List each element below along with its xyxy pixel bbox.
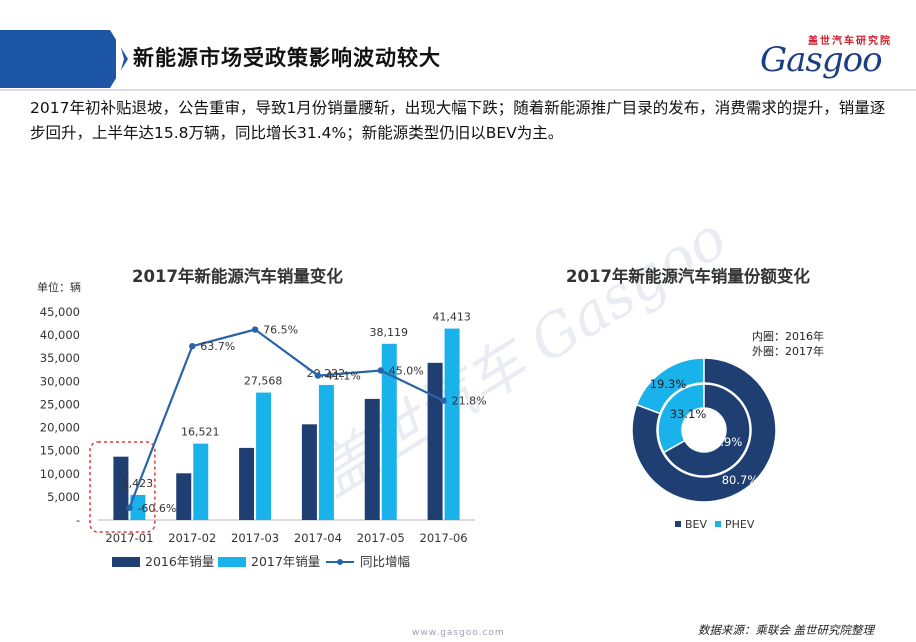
legend-label-2016: 2016年销量 [145, 554, 214, 569]
bar-value-label: 27,568 [244, 375, 283, 388]
banner-chevron [116, 30, 124, 88]
legend-label-bev: BEV [685, 518, 707, 531]
y-tick-label: 20,000 [40, 421, 80, 435]
y-tick-label: - [76, 513, 80, 527]
growth-point [440, 397, 447, 404]
legend-label-2017: 2017年销量 [251, 554, 320, 569]
y-tick-label: 40,000 [40, 328, 80, 342]
growth-label: -60.6% [137, 502, 176, 515]
growth-label: 63.7% [200, 340, 235, 353]
x-tick-label: 2017-04 [294, 531, 342, 545]
header-divider [0, 89, 916, 91]
y-tick-label: 10,000 [40, 467, 80, 481]
ring-legend: 外圈：2017年 [752, 344, 824, 358]
y-tick-label: 25,000 [40, 397, 80, 411]
legend-marker-growth [337, 559, 343, 565]
growth-point [314, 372, 322, 379]
growth-label: 76.5% [263, 324, 298, 337]
donut-label-outer: 80.7% [722, 473, 759, 487]
page-title: 新能源市场受政策影响波动较大 [133, 46, 441, 70]
growth-label: 21.8% [452, 395, 487, 408]
x-tick-label: 2017-02 [168, 531, 216, 545]
donut-chart-title: 2017年新能源汽车销量份额变化 [566, 267, 810, 286]
bar-2016 [239, 447, 255, 520]
donut-label-inner: 66.9% [706, 435, 743, 449]
bar-2017 [444, 328, 460, 520]
growth-point [126, 504, 133, 511]
bar-2017 [193, 443, 209, 520]
bar-value-label: 16,521 [181, 426, 220, 439]
legend-label-growth: 同比增幅 [360, 554, 410, 569]
y-tick-label: 45,000 [40, 305, 80, 319]
x-tick-label: 2017-06 [420, 531, 468, 545]
y-tick-label: 30,000 [40, 374, 80, 388]
x-tick-label: 2017-01 [105, 531, 153, 545]
donut-label-outer: 19.3% [650, 377, 687, 391]
legend-label-phev: PHEV [725, 518, 755, 531]
bar-value-label: 38,119 [370, 326, 409, 339]
y-tick-label: 35,000 [40, 351, 80, 365]
unit-label: 单位：辆 [37, 281, 81, 294]
intro-paragraph: 2017年初补贴退坡，公告重审，导致1月份销量腰斩，出现大幅下跌；随着新能源推广… [30, 99, 886, 142]
x-tick-label: 2017-03 [231, 531, 279, 545]
growth-label: 41.1% [326, 370, 361, 383]
donut-slice-inner [657, 383, 705, 454]
growth-label: 45.0% [389, 365, 424, 378]
highlight-box [89, 441, 156, 533]
bar-2017 [130, 494, 146, 520]
legend-swatch-2016 [112, 557, 140, 567]
bar-value-label: 41,413 [432, 311, 471, 324]
legend-swatch-phev [715, 521, 721, 527]
footer-url: www.gasgoo.com [412, 628, 505, 638]
growth-point [189, 342, 196, 350]
bar-2017 [256, 392, 272, 520]
bar-value-label: 5,423 [122, 477, 154, 490]
header-banner [0, 30, 110, 88]
bar-2016 [113, 456, 129, 520]
bar-2017 [381, 343, 397, 520]
bar-2016 [176, 473, 192, 520]
x-tick-label: 2017-05 [357, 531, 405, 545]
donut-slice-outer [631, 357, 777, 503]
bar-chart-title: 2017年新能源汽车销量变化 [132, 267, 343, 286]
legend-swatch-bev [675, 521, 681, 527]
y-tick-label: 15,000 [40, 444, 80, 458]
bar-2016 [427, 362, 443, 520]
logo-subtitle: 盖世汽车研究院 [808, 36, 892, 47]
gasgoo-logo: Gasgoo [760, 40, 883, 80]
donut-label-inner: 33.1% [670, 407, 707, 421]
growth-point [251, 326, 259, 333]
ring-legend: 内圈：2016年 [752, 329, 824, 343]
growth-point [377, 367, 384, 374]
data-source: 数据来源：乘联会 盖世研究院整理 [697, 623, 874, 637]
donut-slice-inner [662, 383, 751, 477]
y-tick-label: 5,000 [47, 490, 80, 504]
bar-2016 [301, 424, 317, 520]
bar-2017 [318, 384, 334, 520]
legend-swatch-2017 [218, 557, 246, 567]
bar-2016 [364, 398, 380, 520]
growth-line [128, 328, 445, 509]
